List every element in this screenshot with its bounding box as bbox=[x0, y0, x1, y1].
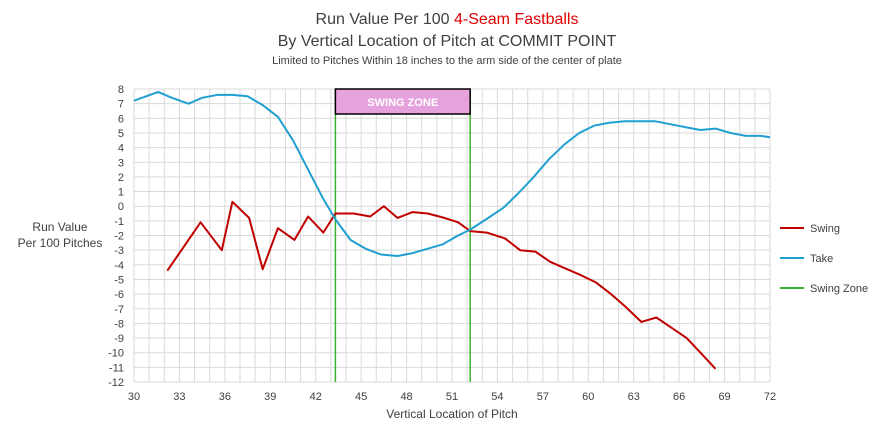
y-tick-label: -1 bbox=[114, 216, 124, 228]
series-lines bbox=[133, 90, 771, 370]
y-tick-label: 7 bbox=[118, 99, 124, 111]
series-line-take bbox=[133, 90, 771, 257]
title-highlight: 4-Seam Fastballs bbox=[454, 11, 579, 28]
x-tick-label: 33 bbox=[173, 391, 185, 403]
gridlines bbox=[133, 88, 771, 383]
legend-swing-label: Swing bbox=[810, 223, 840, 235]
y-tick-label: -10 bbox=[108, 348, 124, 360]
title-prefix: Run Value Per 100 bbox=[316, 11, 450, 28]
swing-zone: SWING ZONE bbox=[334, 88, 471, 382]
y-tick-label: -3 bbox=[114, 245, 124, 257]
y-tick-label: 4 bbox=[118, 143, 124, 155]
y-tick-label: -2 bbox=[114, 231, 124, 243]
legend: Swing Take Swing Zone bbox=[780, 223, 868, 295]
y-axis-label-line1: Run Value bbox=[32, 220, 87, 234]
series-line-swing bbox=[166, 200, 717, 370]
x-tick-label: 39 bbox=[264, 391, 276, 403]
y-tick-label: -6 bbox=[114, 289, 124, 301]
chart-title-line1: Run Value Per 100 4-Seam Fastballs bbox=[316, 11, 579, 28]
y-tick-label: -11 bbox=[109, 362, 124, 374]
y-axis-label-line2: Per 100 Pitches bbox=[18, 236, 103, 250]
y-tick-label: 3 bbox=[118, 157, 124, 169]
x-tick-label: 54 bbox=[491, 391, 503, 403]
y-tick-label: 5 bbox=[118, 128, 124, 140]
y-tick-label: -12 bbox=[108, 377, 124, 389]
x-tick-label: 63 bbox=[628, 391, 640, 403]
legend-swing-zone-label: Swing Zone bbox=[810, 283, 868, 295]
x-tick-label: 69 bbox=[718, 391, 730, 403]
y-tick-label: 8 bbox=[118, 84, 124, 96]
y-tick-label: -5 bbox=[114, 274, 124, 286]
y-tick-labels: 8 7 6 5 4 3 2 1 0 -1 -2 -3 -4 -5 -6 -7 -8 -9 -10 -11 -12 bbox=[108, 84, 124, 389]
x-tick-label: 72 bbox=[764, 391, 776, 403]
y-tick-label: -4 bbox=[114, 260, 124, 272]
y-tick-label: 1 bbox=[118, 187, 124, 199]
x-tick-label: 66 bbox=[673, 391, 685, 403]
y-tick-label: -8 bbox=[114, 318, 124, 330]
x-tick-label: 48 bbox=[400, 391, 412, 403]
x-tick-label: 60 bbox=[582, 391, 594, 403]
y-tick-label: 0 bbox=[118, 201, 124, 213]
swing-zone-label: SWING ZONE bbox=[367, 97, 438, 109]
x-tick-labels: 30 33 36 39 42 45 48 51 54 57 60 63 66 69 72 bbox=[128, 391, 776, 403]
x-tick-label: 42 bbox=[310, 391, 322, 403]
x-tick-label: 30 bbox=[128, 391, 140, 403]
x-tick-label: 57 bbox=[537, 391, 549, 403]
y-tick-label: 6 bbox=[118, 113, 124, 125]
x-axis-label: Vertical Location of Pitch bbox=[386, 407, 517, 421]
x-tick-label: 45 bbox=[355, 391, 367, 403]
chart-title-line2: By Vertical Location of Pitch at COMMIT … bbox=[278, 33, 617, 50]
legend-take-label: Take bbox=[810, 253, 833, 265]
y-tick-label: -7 bbox=[114, 304, 124, 316]
chart-subtitle: Limited to Pitches Within 18 inches to t… bbox=[272, 55, 622, 67]
x-tick-label: 36 bbox=[219, 391, 231, 403]
y-tick-label: 2 bbox=[118, 172, 124, 184]
y-tick-label: -9 bbox=[114, 333, 124, 345]
x-tick-label: 51 bbox=[446, 391, 458, 403]
swing-zone-banner bbox=[334, 88, 471, 115]
